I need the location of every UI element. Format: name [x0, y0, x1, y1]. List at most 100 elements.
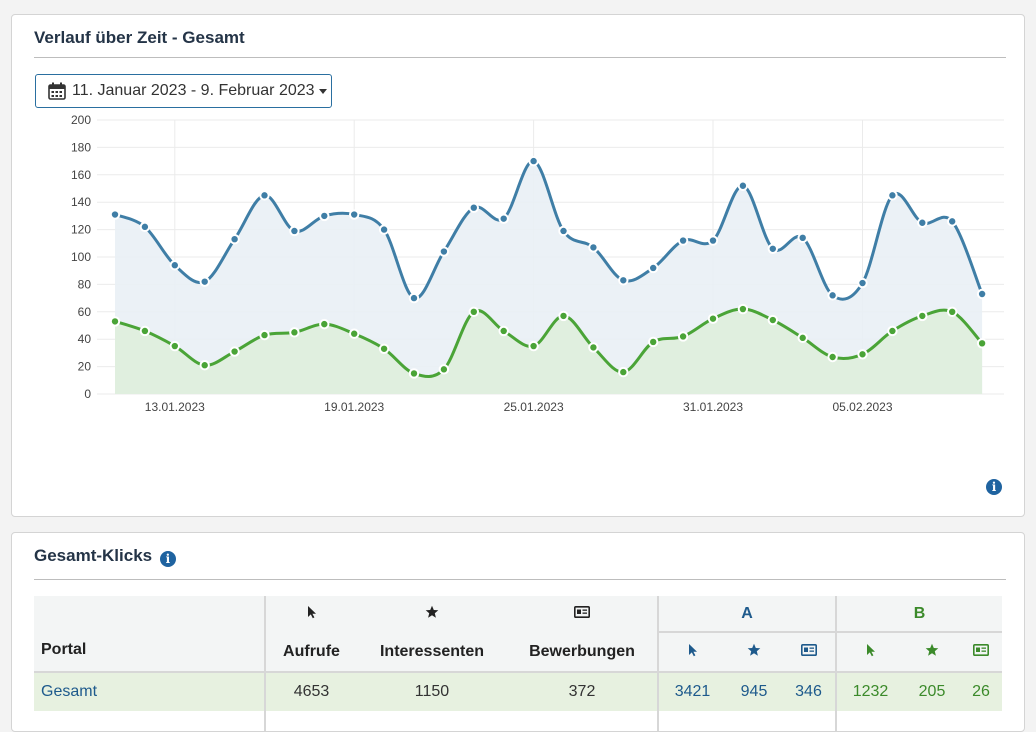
- data-point: [349, 328, 360, 339]
- x-tick-label: 13.01.2023: [145, 400, 205, 414]
- data-point: [558, 225, 569, 237]
- data-point: [857, 349, 868, 360]
- info-icon[interactable]: i: [986, 479, 1002, 495]
- table-row: Gesamt 4653 1150 372 3421 945 346 1232 2…: [34, 671, 1002, 711]
- table-row: [34, 711, 1002, 731]
- y-tick-label: 100: [71, 250, 91, 264]
- data-point: [797, 332, 808, 344]
- col-a-interessenten[interactable]: [726, 631, 782, 672]
- data-point: [528, 340, 539, 352]
- cursor-icon: [866, 643, 875, 656]
- col-interessenten-icon-cell: [357, 596, 507, 632]
- data-point: [648, 262, 659, 274]
- y-tick-label: 0: [84, 387, 91, 401]
- clicks-panel: Gesamt-Klicks i Portal A B Aufrufe Inter…: [11, 532, 1025, 732]
- data-point: [648, 336, 659, 348]
- y-tick-label: 20: [78, 360, 92, 374]
- header-row-top: Portal A B: [34, 596, 1002, 672]
- timeline-divider: [34, 57, 1006, 58]
- data-point: [109, 209, 121, 220]
- x-tick-label: 19.01.2023: [324, 400, 384, 414]
- col-bewerbungen-icon-cell: [507, 596, 658, 632]
- y-tick-label: 200: [71, 113, 91, 127]
- cell-aufrufe: 4653: [264, 671, 357, 711]
- cell-a-aufrufe: 3421: [657, 671, 726, 711]
- data-point: [139, 221, 151, 233]
- data-point: [289, 327, 300, 338]
- id-card-icon: [973, 644, 989, 656]
- data-point: [438, 246, 450, 257]
- col-bewerbungen[interactable]: Bewerbungen: [507, 632, 658, 672]
- y-tick-label: 40: [78, 332, 92, 346]
- data-point: [229, 346, 240, 357]
- data-point: [199, 276, 210, 287]
- calendar-icon: [48, 82, 66, 100]
- data-point: [169, 260, 181, 271]
- chevron-down-icon: [318, 88, 327, 94]
- col-a-aufrufe[interactable]: [657, 631, 726, 672]
- cell-b-interessenten: 205: [904, 671, 960, 711]
- data-point: [259, 329, 270, 341]
- x-tick-label: 25.01.2023: [504, 400, 564, 414]
- data-point: [468, 306, 479, 317]
- y-tick-label: 80: [78, 277, 92, 291]
- data-point: [767, 243, 778, 254]
- x-tick-label: 31.01.2023: [683, 400, 743, 414]
- data-point: [259, 190, 270, 201]
- data-point: [528, 155, 539, 167]
- col-portal[interactable]: Portal: [34, 596, 265, 672]
- data-point: [378, 224, 390, 235]
- cursor-icon: [688, 643, 697, 656]
- cursor-icon: [307, 605, 316, 618]
- data-point: [139, 325, 151, 337]
- col-aufrufe[interactable]: Aufrufe: [264, 632, 357, 672]
- cell-b-bewerbungen: 26: [960, 671, 1002, 711]
- date-range-label: 11. Januar 2023 - 9. Februar 2023: [72, 82, 315, 99]
- col-group-a[interactable]: A: [657, 596, 836, 632]
- timeline-panel: Verlauf über Zeit - Gesamt 11. Januar 20…: [11, 14, 1025, 517]
- data-point: [887, 325, 898, 337]
- timeline-title: Verlauf über Zeit - Gesamt: [34, 28, 245, 47]
- data-point: [707, 235, 719, 246]
- col-b-aufrufe[interactable]: [835, 631, 904, 672]
- col-group-b[interactable]: B: [835, 596, 1002, 632]
- col-b-bewerbungen[interactable]: [960, 631, 1002, 672]
- y-tick-label: 140: [71, 195, 91, 209]
- col-a-bewerbungen[interactable]: [782, 631, 836, 672]
- data-point: [408, 368, 420, 379]
- data-point: [558, 310, 569, 322]
- cell-interessenten: 1150: [357, 671, 507, 711]
- data-point: [857, 277, 868, 289]
- star-icon: [925, 643, 939, 656]
- data-point: [677, 331, 689, 342]
- data-point: [349, 209, 360, 220]
- clicks-table: Portal A B Aufrufe Interessenten Bewerbu…: [34, 596, 1002, 731]
- data-point: [319, 210, 330, 222]
- data-point: [498, 325, 509, 337]
- y-tick-label: 60: [78, 305, 92, 319]
- id-card-icon: [800, 644, 817, 656]
- date-range-picker[interactable]: 11. Januar 2023 - 9. Februar 2023: [35, 74, 332, 108]
- data-point: [737, 303, 749, 315]
- star-icon: [747, 643, 761, 656]
- data-point: [947, 306, 958, 317]
- data-point: [378, 343, 390, 354]
- data-point: [229, 233, 240, 245]
- y-tick-label: 180: [71, 140, 91, 154]
- timeline-chart: 0 20 40 60 80 100 120 140 160 180 200 13.01.2023 19.…: [71, 113, 1004, 414]
- data-point: [169, 340, 181, 352]
- cell-a-interessenten: 945: [726, 671, 782, 711]
- col-interessenten[interactable]: Interessenten: [357, 632, 507, 672]
- info-icon[interactable]: i: [159, 551, 176, 567]
- data-point: [887, 190, 898, 201]
- data-point: [438, 364, 450, 375]
- id-card-icon: [574, 606, 590, 618]
- x-tick-label: 05.02.2023: [832, 400, 892, 414]
- portal-link[interactable]: Gesamt: [34, 671, 265, 711]
- data-point: [319, 318, 330, 330]
- data-point: [588, 242, 599, 253]
- data-point: [917, 217, 928, 228]
- col-b-interessenten[interactable]: [904, 631, 960, 672]
- data-point: [976, 288, 988, 300]
- data-point: [588, 342, 599, 353]
